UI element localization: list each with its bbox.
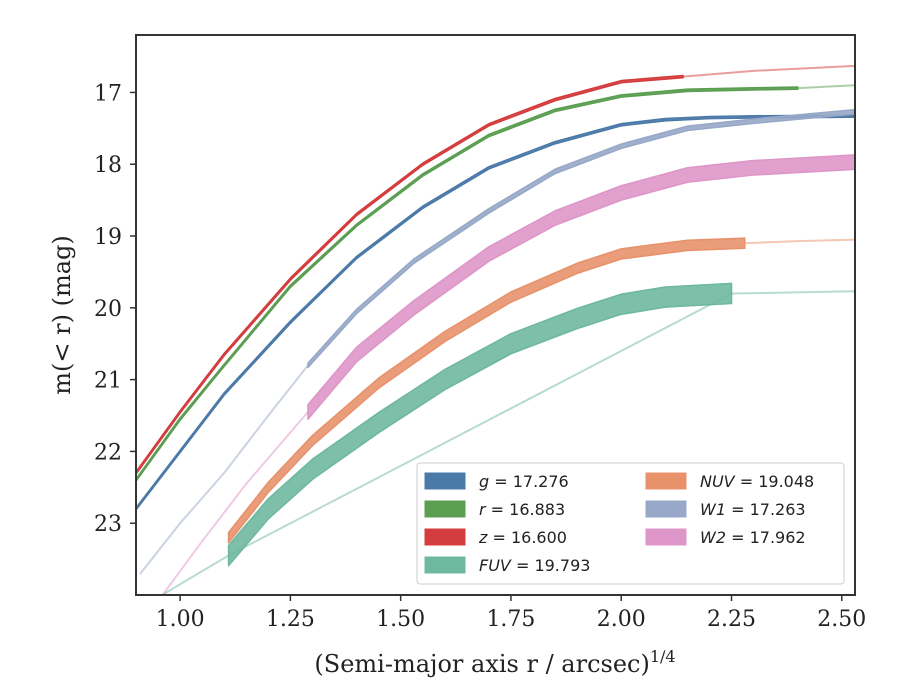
legend-label-r: r = 16.883 — [479, 500, 565, 519]
plot-frame — [135, 34, 856, 596]
y-tick-label: 21 — [94, 369, 122, 394]
y-tick-label: 19 — [94, 225, 122, 250]
legend-swatch-g — [424, 472, 466, 490]
legend-swatch-fuv — [424, 556, 466, 574]
x-axis-label: (Semi-major axis r / arcsec)1/4 — [314, 647, 675, 678]
series-layer — [136, 64, 855, 595]
series-nuv-extension — [743, 238, 855, 245]
y-tick-label: 20 — [94, 297, 122, 322]
legend-swatch-z — [424, 528, 466, 546]
series-w1-band — [307, 108, 855, 369]
series-nuv-band — [227, 237, 746, 544]
legend-label-nuv: NUV = 19.048 — [700, 472, 814, 491]
y-tick-label: 23 — [94, 512, 122, 537]
series-w2-band — [307, 154, 855, 420]
series-fuv-band — [227, 282, 733, 567]
ticks-layer: 1.00 1.25 1.50 1.75 2.00 2.25 2.50 17 18 19 20 21 22… — [94, 81, 866, 632]
series-z-band — [136, 74, 684, 475]
legend-swatch-nuv — [645, 472, 687, 490]
x-tick-label: 2.50 — [817, 607, 866, 632]
legend: g = 17.276 r = 16.883 z = 16.600 FUV = 19.7… — [416, 462, 845, 585]
y-axis-label: m(< r) (mag) — [48, 235, 76, 394]
y-tick-label: 22 — [94, 440, 122, 465]
y-tick-label: 18 — [94, 153, 122, 178]
x-axis-label-superscript: 1/4 — [650, 647, 676, 666]
legend-label-w1: W1 = 17.263 — [700, 500, 806, 519]
legend-swatch-w2 — [645, 528, 687, 546]
series-w1-extension — [139, 364, 309, 575]
legend-frame — [416, 462, 845, 585]
x-tick-label: 2.00 — [597, 607, 646, 632]
x-tick-label: 1.00 — [156, 607, 205, 632]
x-tick-label: 1.75 — [486, 607, 535, 632]
legend-label-g: g = 17.276 — [479, 472, 569, 491]
legend-label-z: z = 16.600 — [478, 528, 567, 547]
legend-swatch-r — [424, 500, 466, 518]
series-r-extension — [796, 84, 855, 90]
legend-swatch-w1 — [645, 500, 687, 518]
series-w2-extension — [161, 410, 309, 595]
legend-label-fuv: FUV = 19.793 — [479, 556, 590, 575]
x-tick-label: 2.25 — [707, 607, 756, 632]
x-tick-label: 1.50 — [376, 607, 425, 632]
y-tick-label: 17 — [94, 81, 122, 106]
series-r-band — [136, 86, 799, 482]
legend-label-w2: W2 = 17.962 — [700, 528, 806, 547]
series-z-extension — [682, 64, 855, 78]
x-tick-label: 1.25 — [266, 607, 315, 632]
series-g-band — [136, 114, 855, 511]
